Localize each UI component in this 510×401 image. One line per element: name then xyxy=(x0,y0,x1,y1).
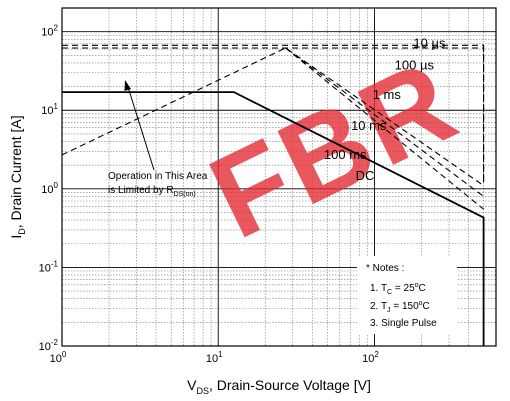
y-axis-label-rest: , Drain Current [A] xyxy=(8,115,24,228)
note-1-post: = 25 xyxy=(392,283,415,294)
note-2-unit: C xyxy=(423,301,430,312)
x-axis-label-rest: , Drain-Source Voltage [V] xyxy=(209,377,371,393)
curve-label: 100 ms xyxy=(324,147,367,162)
operation-line-2-main: is Limited by R xyxy=(108,185,174,196)
note-2-post: = 150 xyxy=(391,301,420,312)
note-1-pre: 1. T xyxy=(370,283,387,294)
notes-box: * Notes : 1. TC = 25oC 2. TJ = 150oC 3. … xyxy=(357,256,457,334)
x-axis-label: VDS, Drain-Source Voltage [V] xyxy=(187,377,371,396)
curve-label: 10 ms xyxy=(351,118,387,133)
y-tick-label: 101 xyxy=(41,102,58,117)
y-tick-label: 100 xyxy=(41,181,58,196)
notes-header: * Notes : xyxy=(366,263,404,274)
y-tick-label: 10-1 xyxy=(39,259,59,274)
x-tick-label: 102 xyxy=(362,350,379,365)
y-tick-label: 10-2 xyxy=(39,338,59,353)
curve-label: 100 µs xyxy=(395,57,435,72)
note-3: 3. Single Pulse xyxy=(370,318,437,329)
x-tick-label: 101 xyxy=(206,350,223,365)
curve-label: 1 ms xyxy=(373,87,402,102)
x-tick-label: 100 xyxy=(50,350,67,365)
curve-label: 10 µs xyxy=(413,35,446,50)
note-2-pre: 2. T xyxy=(370,301,387,312)
operation-line-1: Operation in This Area xyxy=(108,171,208,182)
operation-line-2-sub: DS(on) xyxy=(174,191,196,198)
x-axis-label-sub: DS xyxy=(196,386,209,396)
curve-label: DC xyxy=(356,168,375,183)
y-tick-label: 102 xyxy=(41,24,58,39)
note-1-unit: C xyxy=(419,283,426,294)
y-axis-label: ID, Drain Current [A] xyxy=(8,115,27,238)
